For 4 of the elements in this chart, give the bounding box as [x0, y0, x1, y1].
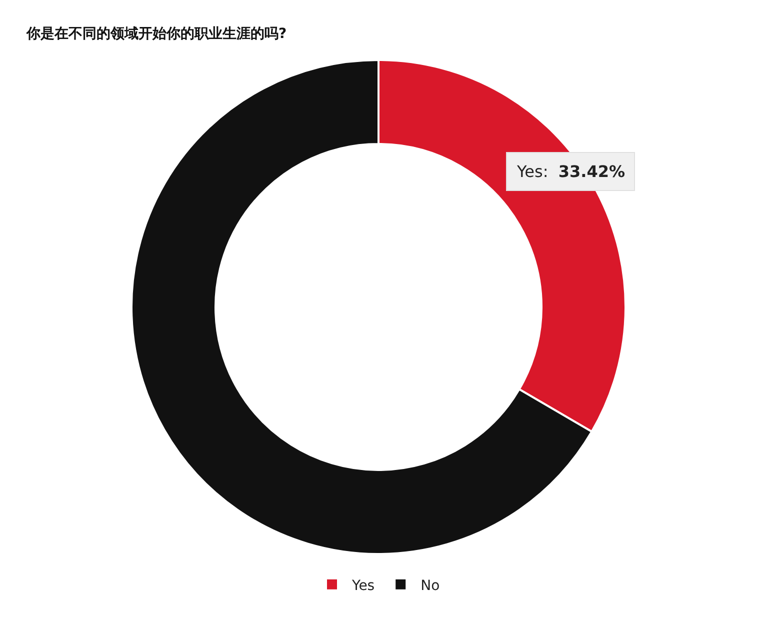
data-label: Yes: 33.42%	[516, 162, 626, 181]
legend-label: No	[420, 578, 440, 594]
legend-label: Yes	[351, 578, 375, 594]
chart-title: 你是在不同的领域开始你的职业生涯的吗?	[25, 26, 287, 42]
